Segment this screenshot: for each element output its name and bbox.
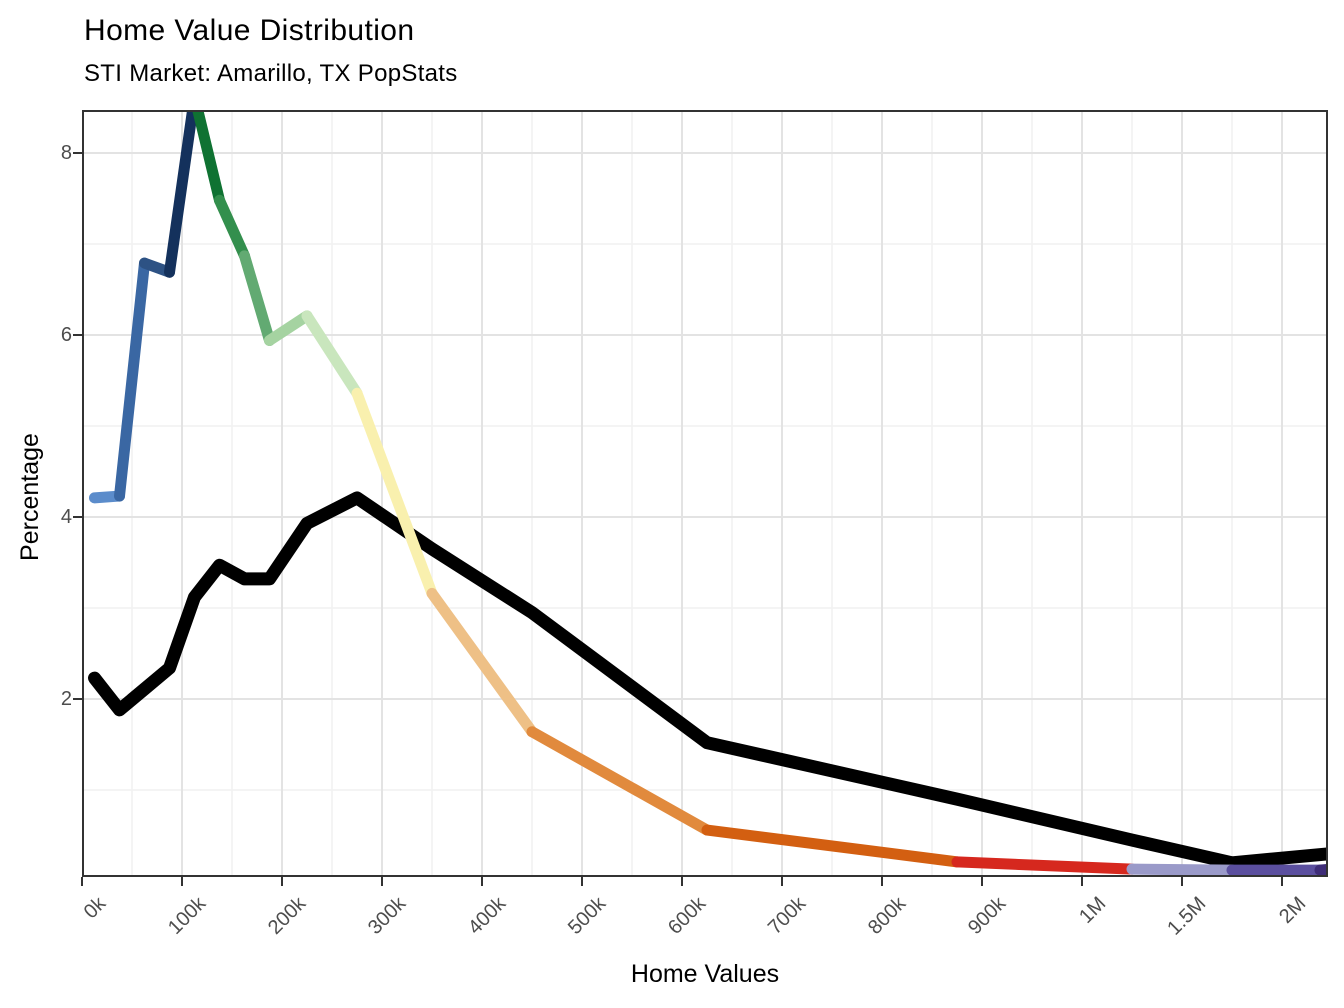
y-axis-title: Percentage [16, 433, 44, 561]
y-tick-label: 2 [60, 688, 72, 710]
x-tick-mark [881, 877, 883, 886]
chart-subtitle: STI Market: Amarillo, TX PopStats [84, 60, 458, 87]
y-tick-mark [73, 152, 82, 154]
panel-border [82, 110, 1328, 877]
x-tick-mark [981, 877, 983, 886]
x-tick-mark [681, 877, 683, 886]
x-tick-mark [1181, 877, 1183, 886]
y-tick-mark [73, 334, 82, 336]
series-market-segment [114, 257, 150, 502]
x-tick-mark [381, 877, 383, 886]
series-market-segment [526, 726, 713, 836]
y-tick-label: 4 [60, 506, 72, 528]
plot-svg [82, 110, 1328, 877]
y-tick-mark [73, 516, 82, 518]
series-market-segment [426, 587, 538, 738]
x-tick-mark [181, 877, 183, 886]
x-tick-mark [281, 877, 283, 886]
series-market-segment [701, 824, 963, 868]
x-tick-mark [481, 877, 483, 886]
series-market-segment [351, 387, 438, 599]
series-market-segment [214, 194, 250, 262]
y-tick-mark [73, 698, 82, 700]
series-market-segment [1126, 863, 1238, 876]
x-tick-mark [781, 877, 783, 886]
series-market-segment [164, 110, 199, 278]
x-tick-mark [81, 877, 83, 886]
x-tick-mark [1281, 877, 1283, 886]
plot-panel [82, 110, 1328, 877]
x-tick-mark [1081, 877, 1083, 886]
chart-title: Home Value Distribution [84, 14, 415, 47]
series-market-segment [192, 110, 225, 206]
series-market-segment [951, 856, 1138, 875]
series-market-segment [1314, 863, 1328, 876]
series-market-segment [239, 250, 275, 346]
series-benchmark-line [88, 491, 1328, 870]
series-market-segment [264, 310, 313, 346]
y-tick-label: 8 [60, 142, 72, 164]
y-tick-label: 6 [60, 324, 72, 346]
x-axis-title: Home Values [630, 960, 780, 988]
series-market-segment [301, 310, 363, 399]
x-tick-mark [581, 877, 583, 886]
